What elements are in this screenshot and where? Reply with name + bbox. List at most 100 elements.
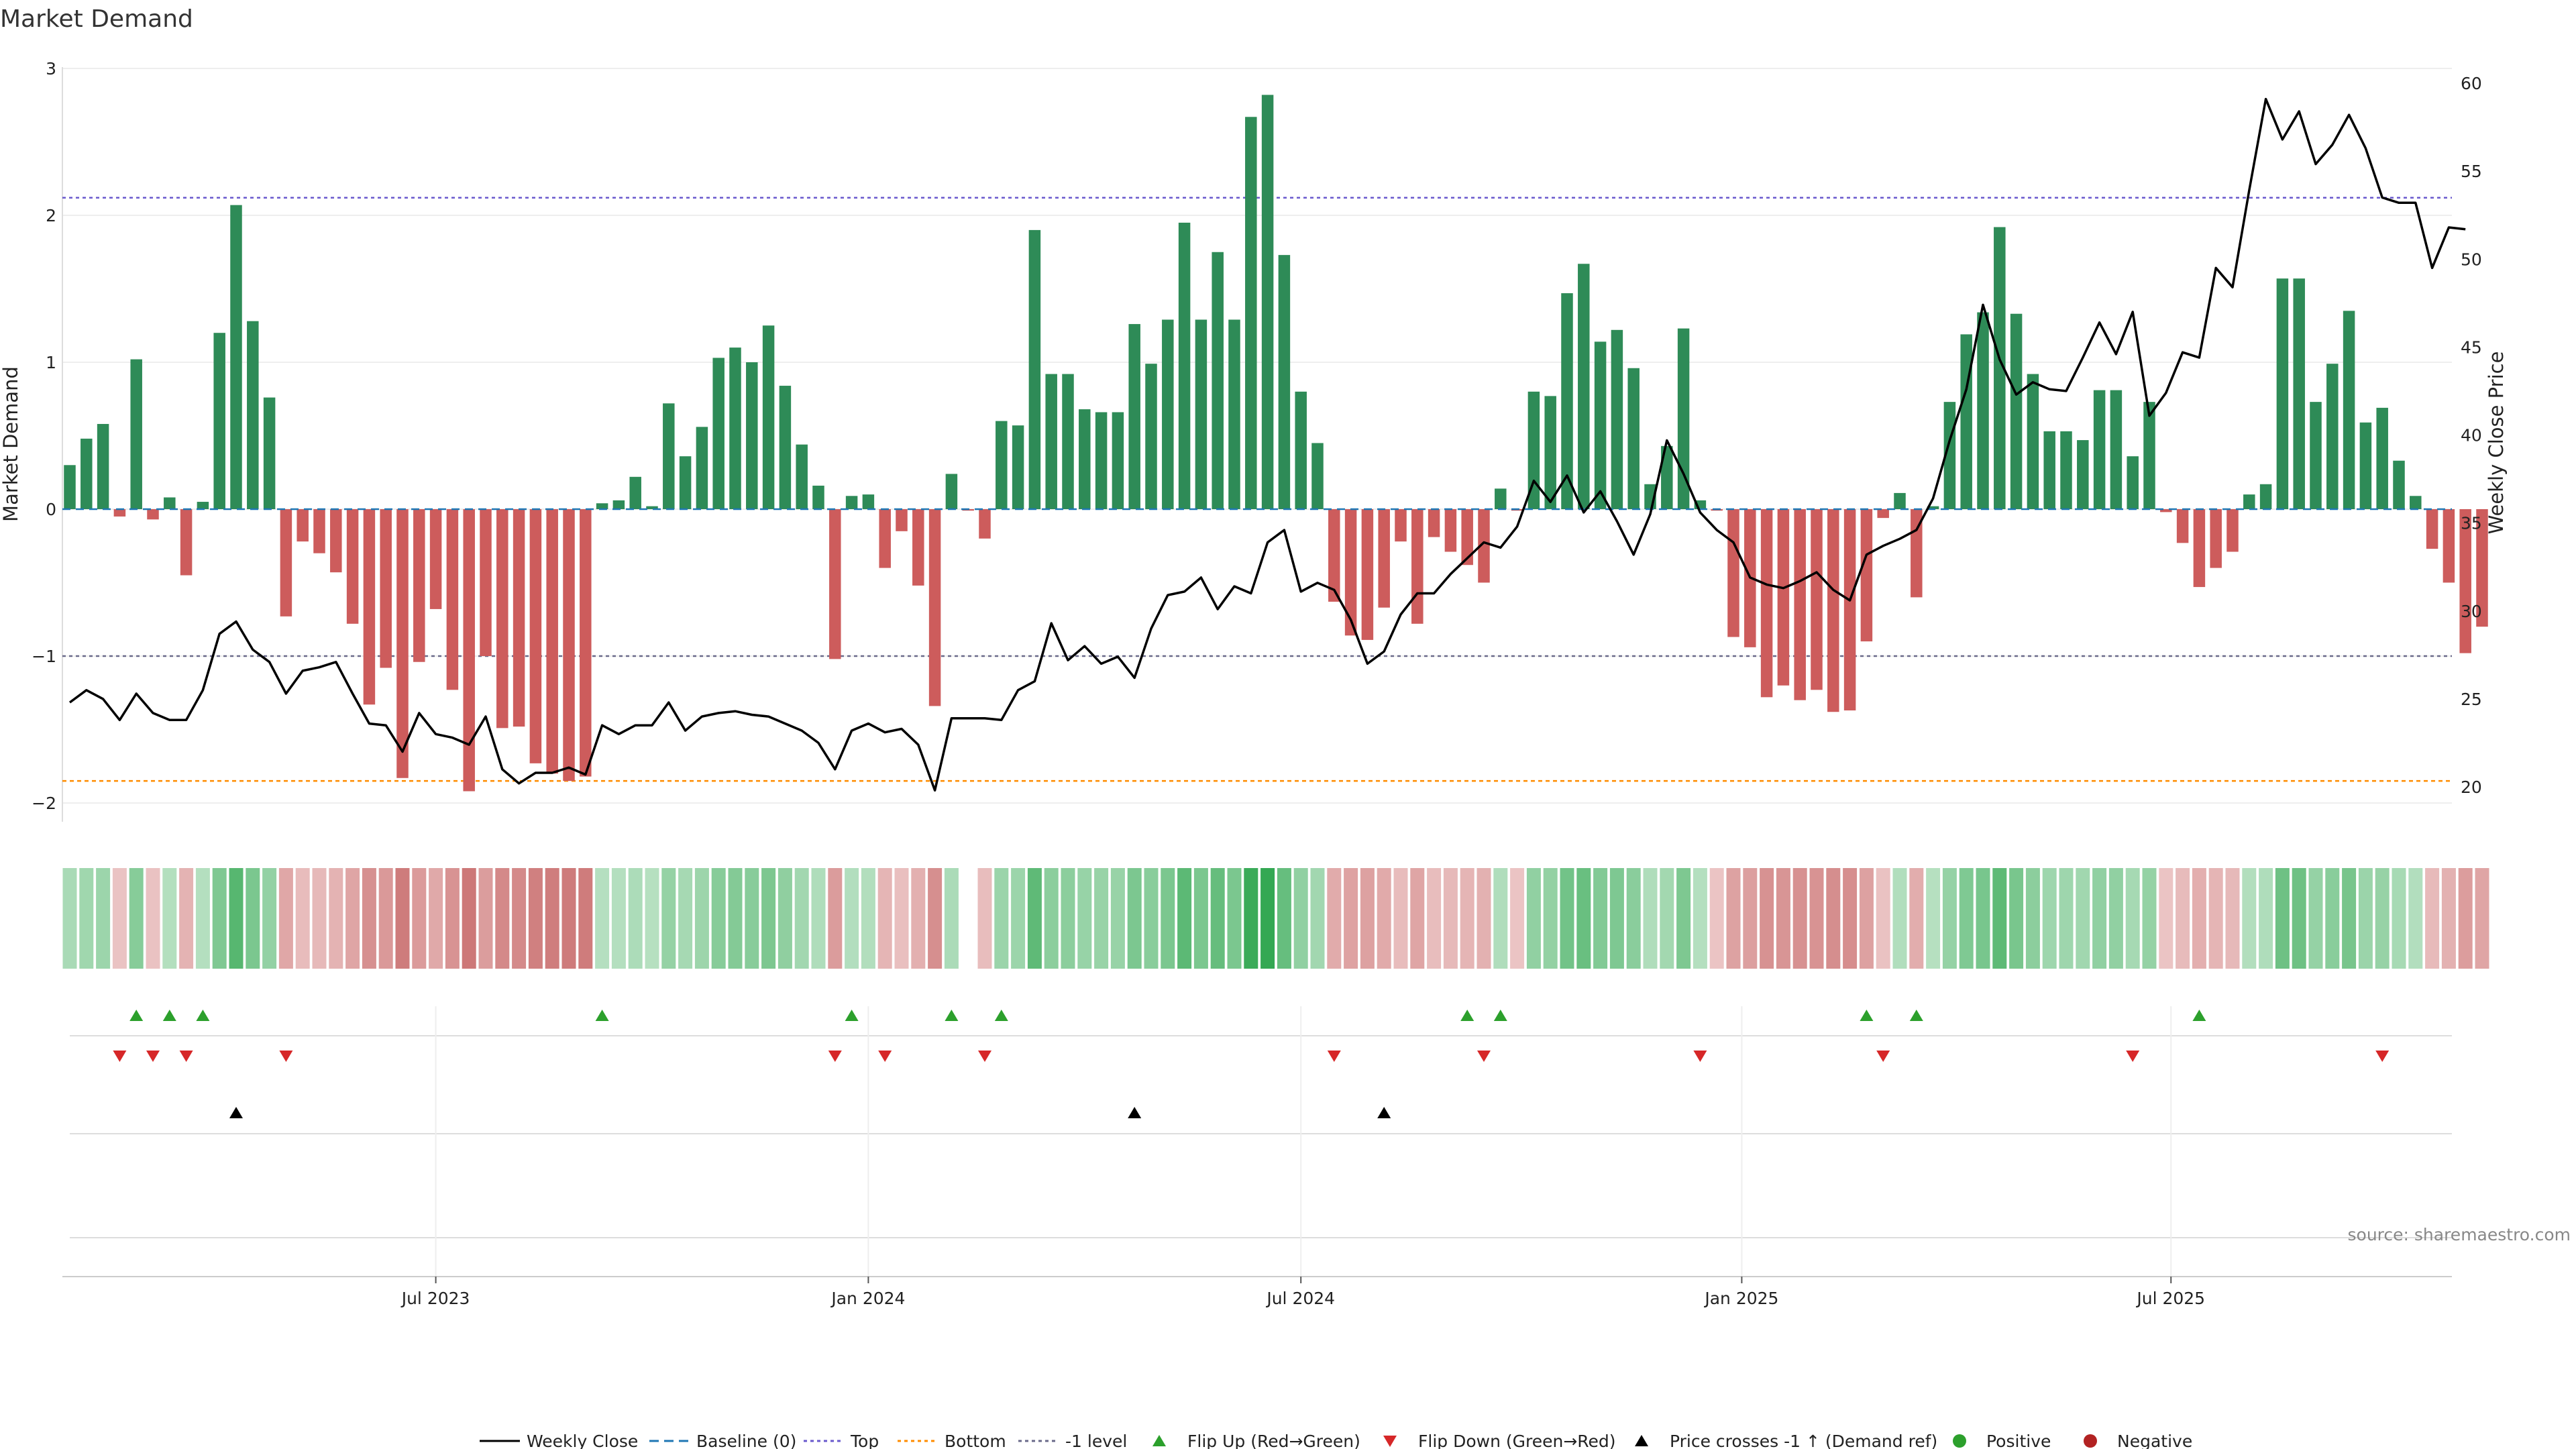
demand-bar xyxy=(2259,484,2272,509)
left-axis-title: Market Demand xyxy=(0,366,22,522)
legend-label: Price crosses -1 ↑ (Demand ref) xyxy=(1670,1432,1937,1449)
demand-bar xyxy=(2077,440,2089,509)
heat-cell xyxy=(944,868,959,969)
heat-cell xyxy=(2425,868,2440,969)
demand-bar xyxy=(1012,425,1024,509)
demand-bar xyxy=(1827,509,1839,712)
demand-bar xyxy=(2093,390,2106,509)
right-tick-label: 60 xyxy=(2461,74,2482,93)
heat-cell xyxy=(2125,868,2140,969)
legend-label: -1 level xyxy=(1065,1432,1127,1449)
price-cross-marker xyxy=(229,1107,243,1118)
demand-bar xyxy=(2343,311,2355,509)
demand-bar xyxy=(263,397,276,509)
heat-cell xyxy=(877,868,892,969)
heat-cell xyxy=(1193,868,1208,969)
heat-cell xyxy=(2475,868,2489,969)
heat-cell xyxy=(694,868,709,969)
flip-up-marker xyxy=(1460,1010,1474,1021)
heat-cell xyxy=(246,868,260,969)
flip-up-marker xyxy=(129,1010,144,1021)
demand-bar xyxy=(629,476,641,509)
heat-cell xyxy=(1526,868,1541,969)
demand-bar xyxy=(1495,488,1507,509)
heat-cell xyxy=(811,868,826,969)
legend: Weekly Close Baseline (0) Top Bottom -1 leve… xyxy=(480,1432,2192,1449)
flip-up-marker xyxy=(845,1010,859,1021)
heat-cell xyxy=(1027,868,1042,969)
heat-cell xyxy=(661,868,676,969)
demand-bar xyxy=(1245,117,1257,509)
demand-bar xyxy=(147,509,159,520)
flip-down-marker xyxy=(828,1051,842,1062)
flip-down-marker xyxy=(179,1051,193,1062)
demand-bar xyxy=(1295,391,1307,509)
heat-cell xyxy=(429,868,443,969)
demand-bar xyxy=(1045,374,1057,509)
legend-item-positive: Positive xyxy=(1953,1432,2051,1449)
heat-cell xyxy=(1643,868,1658,969)
flip-up-marker xyxy=(196,1010,210,1021)
heat-cell xyxy=(62,868,77,969)
demand-bar xyxy=(928,509,941,706)
demand-bar xyxy=(330,509,342,573)
heat-cell xyxy=(162,868,177,969)
demand-bar xyxy=(1544,396,1556,509)
heat-cell xyxy=(1809,868,1824,969)
demand-bar xyxy=(1411,509,1424,624)
heat-cell xyxy=(2259,868,2273,969)
demand-bar xyxy=(1278,255,1291,509)
heat-cell xyxy=(2441,868,2456,969)
legend-item-minus-one: -1 level xyxy=(1018,1432,1127,1449)
heat-cell xyxy=(1959,868,1974,969)
heat-cell xyxy=(462,868,476,969)
demand-bar xyxy=(2210,509,2222,568)
heat-cell xyxy=(1244,868,1258,969)
demand-bar xyxy=(113,509,126,517)
heat-cell xyxy=(845,868,859,969)
demand-bar xyxy=(2476,509,2488,627)
demand-bar xyxy=(845,496,858,509)
demand-bar xyxy=(2027,374,2039,509)
x-axis-ticks: Jul 2023 Jan 2024 Jul 2024 Jan 2025 Jul 2025 xyxy=(400,1277,2205,1308)
flip-up-marker xyxy=(945,1010,959,1021)
demand-bar xyxy=(396,509,409,778)
demand-bar xyxy=(1794,509,1806,700)
heat-cell xyxy=(1693,868,1707,969)
demand-bar xyxy=(429,509,442,609)
heat-cell xyxy=(1310,868,1325,969)
heat-cell xyxy=(2458,868,2473,969)
demand-bar xyxy=(896,509,908,531)
heat-cell xyxy=(378,868,393,969)
heat-cell xyxy=(1344,868,1358,969)
demand-bar xyxy=(2060,431,2072,509)
heat-cell xyxy=(1360,868,1375,969)
heat-cell xyxy=(777,868,792,969)
demand-bar xyxy=(313,509,325,553)
heat-cell xyxy=(1859,868,1874,969)
demand-bar xyxy=(1062,374,1074,509)
heat-cell xyxy=(1576,868,1591,969)
demand-bar xyxy=(1661,445,1673,509)
heat-cell xyxy=(2342,868,2357,969)
demand-bar xyxy=(1860,509,1873,642)
heat-cell xyxy=(445,868,460,969)
demand-bar xyxy=(2193,509,2206,588)
flip-down-marker xyxy=(2126,1051,2140,1062)
heat-cell xyxy=(1510,868,1525,969)
heat-cell xyxy=(229,868,244,969)
right-tick-label: 20 xyxy=(2461,777,2482,797)
reference-lines xyxy=(62,197,2452,782)
heat-cell xyxy=(195,868,210,969)
right-tick-label: 35 xyxy=(2461,514,2482,533)
heat-cell xyxy=(1077,868,1092,969)
demand-bar xyxy=(1594,341,1607,509)
heat-cell xyxy=(828,868,843,969)
demand-bar xyxy=(513,509,525,727)
demand-bar xyxy=(796,444,808,509)
right-axis-title: Weekly Close Price xyxy=(2485,352,2508,535)
flip-down-marker xyxy=(1477,1051,1491,1062)
demand-bar xyxy=(1461,509,1473,566)
demand-bar xyxy=(2127,456,2139,509)
